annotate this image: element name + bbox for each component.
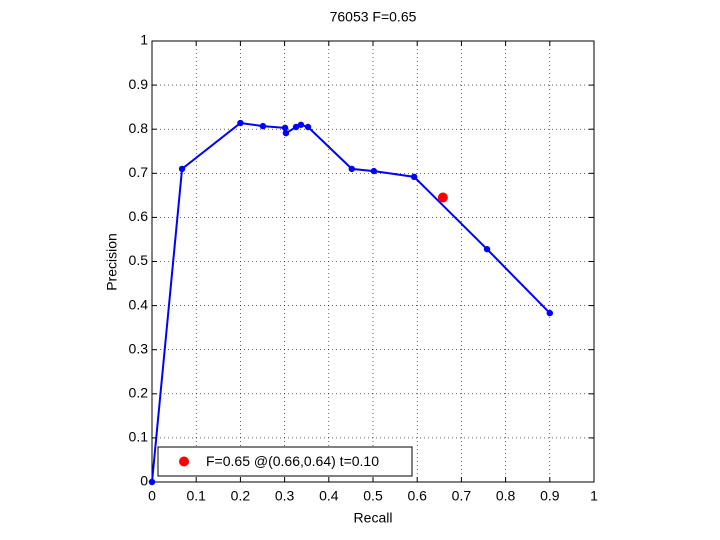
axes-box [151,40,595,483]
x-tick-label: 0.6 [407,488,427,504]
point [348,165,355,173]
point [370,167,378,175]
point [259,122,267,130]
x-tick-label: 1 [590,488,598,504]
chart-title: 76053 F=0.65 [330,9,417,25]
point [297,121,305,128]
point [304,123,312,131]
x-tick-label: 0.1 [186,488,206,504]
legend-label: F=0.65 @(0.66,0.64) t=0.10 [206,453,379,469]
x-tick-label: 0.9 [540,488,560,504]
point [483,245,491,253]
legend-marker [179,456,189,467]
y-tick-label: 0.7 [129,164,149,180]
x-tick-label: 0.5 [363,488,383,504]
y-tick-label: 0.8 [129,120,149,136]
y-tick-label: 0.3 [129,340,149,356]
x-tick-label: 0.7 [452,488,472,504]
x-axis-label: Recall [354,510,393,526]
y-axis-label: Precision [104,233,120,291]
x-tick-label: 0.2 [231,488,251,504]
x-tick-label: 0.3 [275,488,295,504]
point [281,124,289,132]
x-tick-label: 0.8 [496,488,516,504]
y-tick-label: 0.5 [129,252,149,268]
y-tick-label: 1 [140,32,148,48]
y-tick-label: 0.6 [129,208,149,224]
point [282,129,290,137]
point [546,309,553,317]
point [237,119,244,127]
y-tick-label: 0.1 [129,429,149,445]
point [148,478,156,486]
x-tick-label: 0.4 [319,488,339,504]
y-tick-label: 0.9 [129,76,149,92]
point [292,123,300,131]
point [410,173,418,181]
best-point [437,192,448,203]
y-tick-label: 0 [140,473,148,489]
x-tick-label: 0 [148,488,156,504]
point [178,165,186,173]
y-tick-label: 0.4 [129,296,149,312]
y-tick-label: 0.2 [129,385,149,401]
legend-box [157,446,413,477]
